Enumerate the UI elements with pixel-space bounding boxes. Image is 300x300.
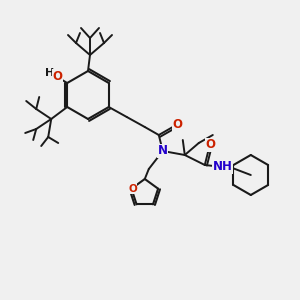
Text: O: O [206, 139, 216, 152]
Text: N: N [158, 145, 168, 158]
Text: O: O [128, 184, 137, 194]
Text: H: H [45, 68, 54, 78]
Text: O: O [52, 70, 62, 83]
Text: O: O [173, 118, 183, 131]
Text: NH: NH [213, 160, 233, 173]
